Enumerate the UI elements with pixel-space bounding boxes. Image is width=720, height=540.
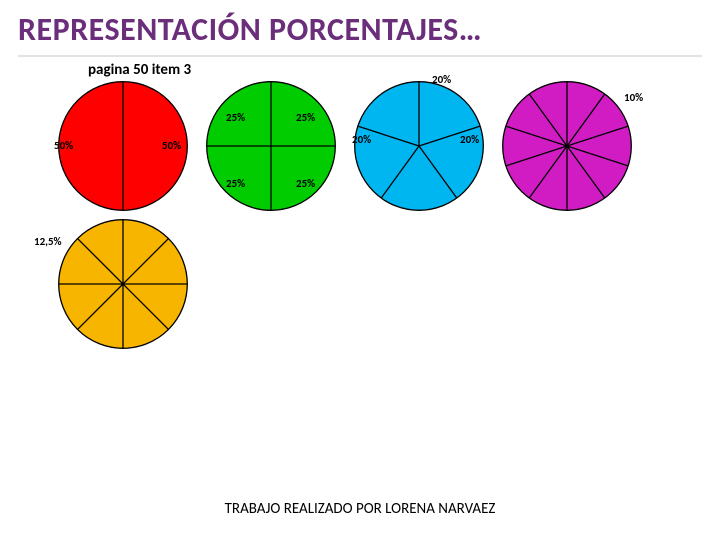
pie-chart-icon xyxy=(502,81,632,211)
row1-pie-1: 25% 25% 25% 25% xyxy=(206,81,336,211)
slide: REPRESENTACIÓN PORCENTAJES… pagina 50 it… xyxy=(0,0,720,540)
slice-label: 25% xyxy=(226,111,245,124)
slice-label: 20% xyxy=(432,73,451,86)
slice-label: 50% xyxy=(54,139,73,152)
slice-label: 25% xyxy=(296,111,315,124)
pie-chart-icon xyxy=(206,81,336,211)
row1-pie-3: 10% xyxy=(502,81,632,211)
slice-label: 50% xyxy=(162,139,181,152)
slice-label: 20% xyxy=(352,133,371,146)
slice-label: 10% xyxy=(624,91,643,104)
footer-text: TRABAJO REALIZADO POR LORENA NARVAEZ xyxy=(0,500,720,518)
row1-pie-0: 50%50% xyxy=(58,81,188,211)
pie-chart-icon xyxy=(354,81,484,211)
title-underline xyxy=(18,55,702,57)
charts-row-1: 50%50%25%25%25%25%20%20%20%10% xyxy=(58,81,702,211)
row1-pie-2: 20%20%20% xyxy=(354,81,484,211)
pie-chart-icon xyxy=(58,219,188,349)
row2-pie-0: 12,5% xyxy=(58,219,188,349)
slice-label: 25% xyxy=(226,177,245,190)
slice-label: 12,5% xyxy=(34,235,62,248)
slice-label: 25% xyxy=(296,177,315,190)
page-title: REPRESENTACIÓN PORCENTAJES… xyxy=(18,10,702,49)
charts-row-2: 12,5% xyxy=(58,219,702,349)
subtitle: pagina 50 item 3 xyxy=(88,61,702,79)
slice-label: 20% xyxy=(460,133,479,146)
